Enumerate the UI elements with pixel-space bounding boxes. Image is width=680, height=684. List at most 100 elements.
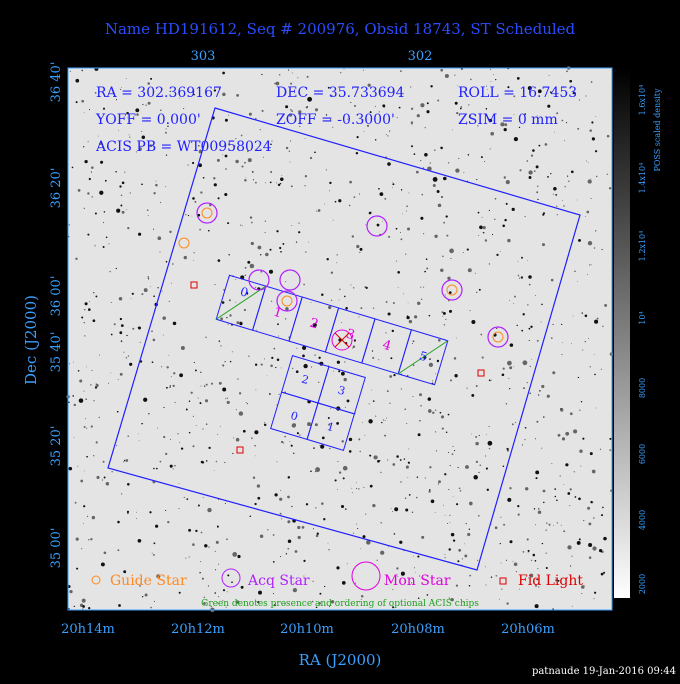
star [606,173,608,175]
star [270,171,272,173]
star [282,442,285,444]
star [437,203,442,208]
star [261,109,264,112]
star [474,272,476,274]
star [244,179,247,182]
star [412,396,414,398]
star [146,209,149,212]
star [68,401,70,404]
star [90,384,92,386]
star [553,524,554,526]
star [525,487,529,491]
star [250,241,254,246]
star [517,274,520,277]
star [203,385,206,387]
bottom-tick: 20h14m [61,622,115,637]
star [547,176,549,178]
colorbar-tick: 4000 [638,510,647,530]
star [305,251,307,253]
star [590,178,592,180]
target [331,329,353,351]
star [165,452,168,456]
star [86,427,88,429]
star [165,154,168,156]
star [444,514,446,516]
star [329,190,331,192]
star [528,275,532,279]
star [376,559,378,561]
star [141,422,143,425]
star [524,426,527,429]
star [142,103,144,105]
star [426,594,429,596]
star [460,106,463,108]
star [200,371,202,373]
star [224,461,226,464]
star [530,325,533,328]
star [99,190,104,195]
star [379,192,384,196]
star [82,523,84,525]
star [162,334,164,336]
star [218,563,220,565]
star [185,408,188,411]
star [436,450,438,452]
star [287,547,290,550]
star [528,283,531,286]
star [321,293,324,296]
star [247,293,249,295]
star [276,461,278,463]
star [294,550,298,553]
star [298,110,302,114]
star [393,373,396,377]
star [143,288,148,293]
star [350,101,352,104]
star [587,337,590,340]
star [581,592,583,594]
star [394,507,399,512]
star [432,380,434,382]
star [216,602,219,604]
star [535,477,538,480]
star [231,581,233,584]
chip [397,329,449,386]
star [136,511,137,513]
star [279,497,283,501]
star [376,223,380,227]
star [414,567,415,569]
star [316,532,319,535]
star [425,258,428,261]
star [203,602,206,605]
star [512,561,514,563]
star [193,93,195,96]
star [93,400,95,402]
star [359,450,361,453]
star [147,82,150,85]
star [402,293,404,295]
star [550,337,553,339]
star [287,539,292,543]
star [129,192,131,194]
star [162,316,166,320]
star [293,452,295,454]
star [475,460,479,464]
star [526,538,529,541]
star [278,335,279,337]
star [430,499,435,504]
star [477,125,479,127]
star [199,228,201,231]
star [465,123,467,125]
star [447,276,451,280]
star [303,559,306,563]
star [548,523,551,526]
star [289,441,291,443]
star [475,441,479,446]
star [437,600,439,603]
star [113,323,116,326]
star [475,291,478,294]
star [594,319,599,324]
star [528,339,530,342]
star [337,461,339,463]
star [360,594,364,598]
star [524,216,526,218]
